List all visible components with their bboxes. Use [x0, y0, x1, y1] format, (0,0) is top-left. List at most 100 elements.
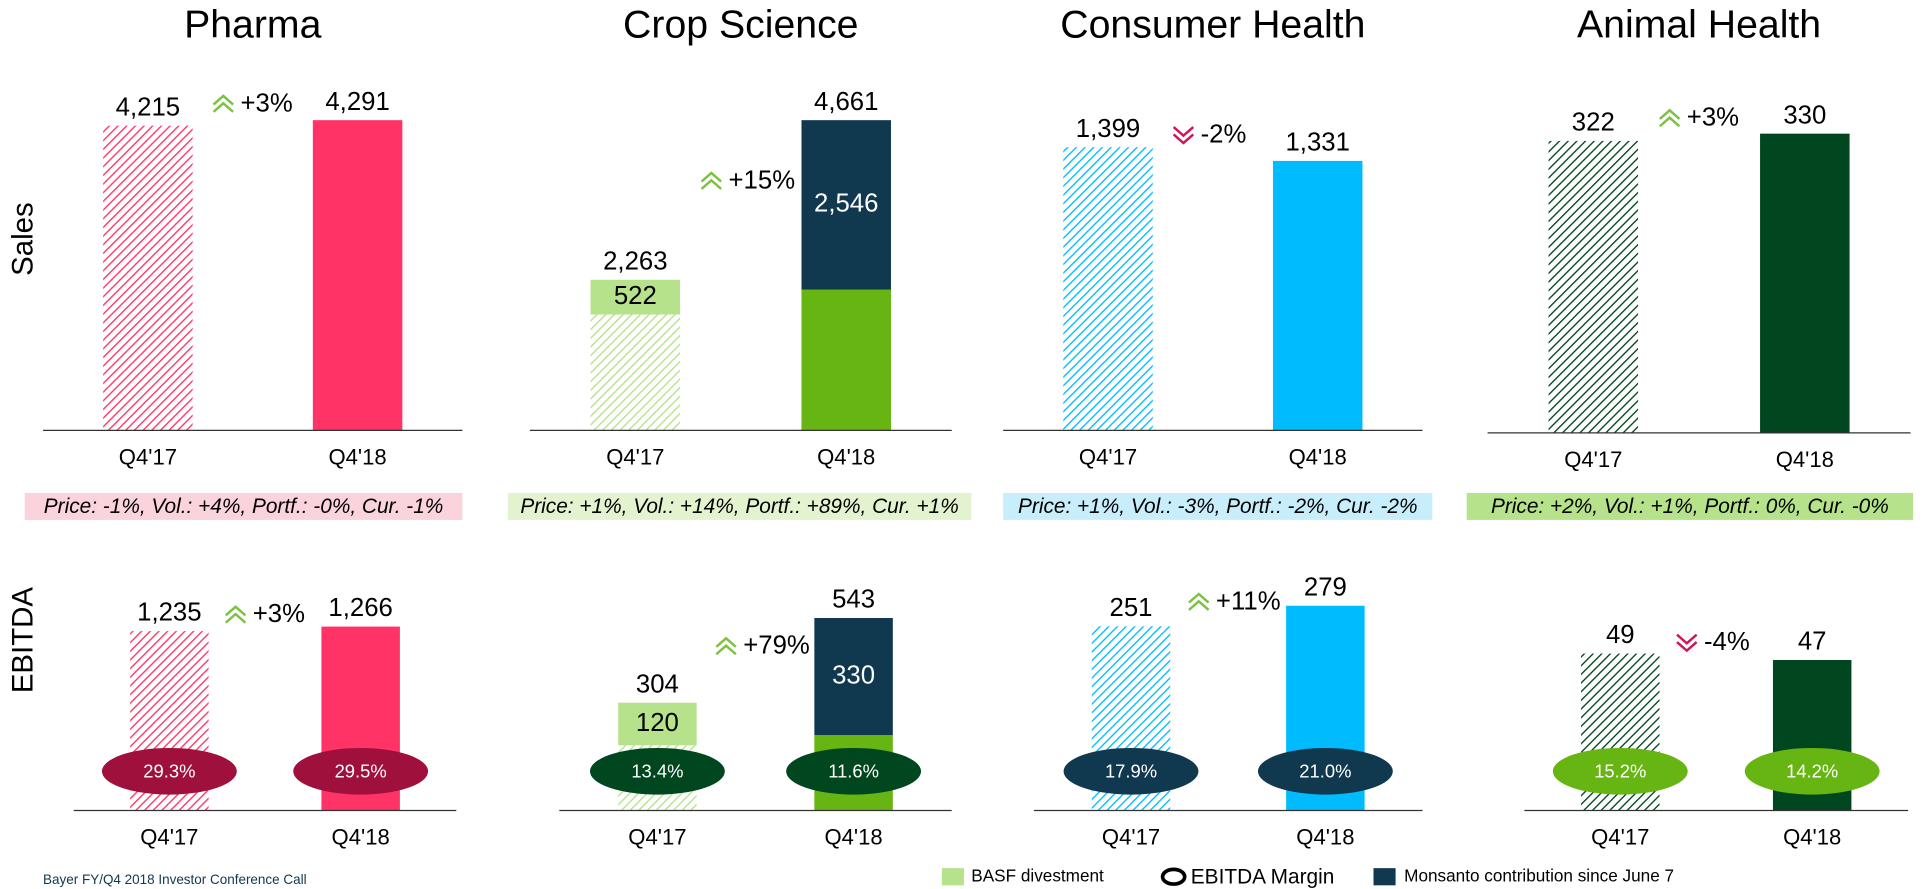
change-chevron [1676, 633, 1698, 645]
value-label: 4,215 [116, 93, 180, 121]
change-chevron [212, 101, 234, 113]
change-chevron [1188, 599, 1210, 611]
change-label: +3% [253, 600, 305, 628]
x-tick-label: Q4'17 [628, 825, 686, 850]
margin-label: 21.0% [1299, 760, 1351, 781]
change-chevron [1659, 108, 1681, 120]
legend-swatch [941, 868, 964, 886]
bar [1272, 160, 1363, 431]
x-tick-label: Q4'18 [817, 444, 875, 469]
driver-text: Price: -1%, Vol.: +4%, Portf.: -0%, Cur.… [44, 495, 444, 518]
total-label: 2,263 [603, 247, 667, 275]
change-label: -4% [1704, 628, 1750, 656]
bar [1063, 147, 1153, 431]
segment-label: 330 [832, 661, 875, 689]
change-chevron [1188, 592, 1210, 604]
x-tick-label: Q4'18 [1296, 825, 1354, 850]
x-tick-label: Q4'18 [825, 825, 883, 850]
x-tick-label: Q4'17 [1079, 444, 1137, 469]
change-label: +15% [729, 166, 796, 194]
margin-label: 15.2% [1594, 760, 1646, 781]
legend-label: BASF divestment [971, 865, 1104, 885]
margin-ellipse [589, 747, 725, 795]
change-chevron [700, 171, 722, 183]
driver-text: Price: +2%, Vol.: +1%, Portf.: 0%, Cur. … [1491, 495, 1889, 518]
value-label: 1,399 [1076, 115, 1140, 143]
value-label: 1,266 [328, 594, 392, 622]
margin-ellipse [786, 747, 922, 795]
bar [618, 702, 697, 746]
value-label: 4,291 [325, 88, 389, 116]
x-tick-label: Q4'18 [332, 825, 390, 850]
driver-text: Price: +1%, Vol.: +14%, Portf.: +89%, Cu… [520, 495, 958, 518]
value-label: 1,331 [1285, 129, 1349, 157]
bar [312, 120, 403, 431]
total-label: 4,661 [814, 88, 878, 116]
change-label: +11% [1216, 587, 1281, 615]
change-label: +3% [240, 89, 292, 117]
bar [814, 618, 893, 736]
margin-label: 13.4% [631, 760, 683, 781]
bar [801, 120, 891, 290]
change-chevron [212, 94, 234, 106]
total-label: 543 [832, 586, 875, 614]
x-tick-label: Q4'17 [119, 444, 177, 469]
value-label: 47 [1798, 628, 1827, 656]
bar [1760, 133, 1850, 433]
total-label: 304 [636, 670, 679, 698]
row-label: EBITDA [6, 587, 39, 694]
x-tick-label: Q4'17 [1591, 825, 1649, 850]
bar [1548, 140, 1639, 433]
x-tick-label: Q4'17 [1102, 825, 1160, 850]
value-label: 251 [1110, 594, 1153, 622]
legend-ellipse [1160, 867, 1187, 886]
x-tick-label: Q4'18 [1776, 447, 1834, 472]
bar [590, 279, 681, 315]
driver-text: Price: +1%, Vol.: -3%, Portf.: -2%, Cur.… [1018, 495, 1418, 518]
value-label: 49 [1606, 621, 1635, 649]
row-label: Sales [6, 202, 39, 276]
footer: Bayer FY/Q4 2018 Investor Conference Cal… [43, 872, 307, 887]
driver-box [1466, 492, 1914, 520]
change-chevron [1676, 641, 1698, 653]
x-tick-label: Q4'17 [140, 825, 198, 850]
x-tick-label: Q4'18 [328, 444, 386, 469]
x-tick-label: Q4'17 [606, 444, 664, 469]
value-label: 330 [1783, 101, 1826, 129]
legend-label: Monsanto contribution since June 7 [1404, 865, 1674, 885]
change-chevron [700, 178, 722, 190]
change-chevron [224, 612, 247, 624]
change-label: -2% [1201, 120, 1247, 148]
bar [590, 314, 681, 431]
bar [103, 125, 193, 431]
value-label: 1,235 [137, 599, 201, 627]
value-label: 322 [1572, 109, 1615, 137]
segment-label: 120 [636, 709, 679, 737]
x-tick-label: Q4'18 [1289, 444, 1347, 469]
change-label: +79% [743, 632, 810, 660]
margin-label: 14.2% [1786, 760, 1838, 781]
chart-title: Pharma [184, 2, 322, 46]
margin-ellipse [1257, 747, 1393, 795]
segment-label: 2,546 [814, 190, 878, 218]
margin-ellipse [1744, 747, 1880, 795]
x-tick-label: Q4'18 [1783, 825, 1841, 850]
legend-swatch [1373, 868, 1396, 886]
change-chevron [715, 644, 737, 656]
x-tick-label: Q4'17 [1564, 447, 1622, 472]
margin-label: 17.9% [1105, 760, 1157, 781]
driver-box [507, 492, 972, 520]
legend-label: EBITDA Margin [1191, 865, 1335, 888]
margin-label: 29.3% [143, 760, 195, 781]
change-label: +3% [1687, 104, 1739, 132]
bar [801, 289, 891, 431]
chart-title: Animal Health [1577, 2, 1821, 46]
value-label: 279 [1304, 573, 1347, 601]
driver-box [24, 492, 463, 520]
change-chevron [1172, 133, 1195, 145]
change-chevron [224, 605, 247, 617]
change-chevron [1659, 116, 1681, 128]
change-chevron [715, 636, 737, 648]
